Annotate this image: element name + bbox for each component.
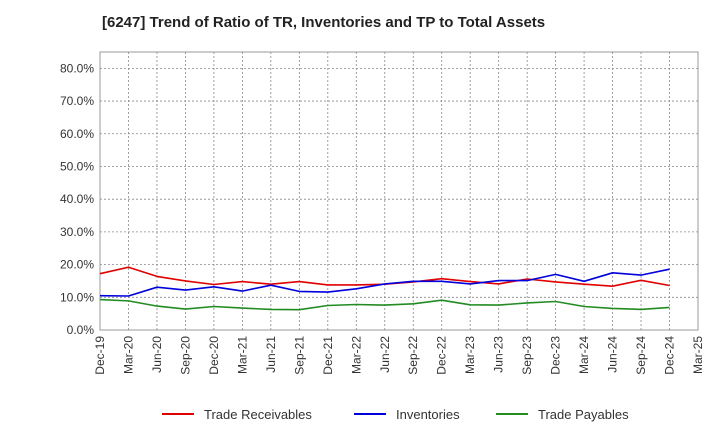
x-tick-label: Sep-20 — [178, 336, 192, 375]
x-tick-label: Dec-21 — [321, 336, 335, 375]
x-tick-label: Dec-22 — [435, 336, 449, 375]
y-tick-label: 80.0% — [60, 61, 94, 75]
series-line-trade-payables — [99, 298, 670, 311]
plot-area-frame — [99, 51, 699, 331]
x-tick-label: Mar-23 — [463, 336, 477, 374]
x-tick-label: Jun-20 — [150, 336, 164, 373]
x-tick-label: Mar-21 — [235, 336, 249, 374]
legend: Trade Receivables Inventories Trade Payabl… — [162, 407, 629, 422]
x-tick-label: Jun-21 — [264, 336, 278, 373]
legend-label-trade-receivables: Trade Receivables — [204, 407, 312, 422]
x-tick-label: Dec-23 — [549, 336, 563, 375]
x-tick-label: Mar-25 — [691, 336, 705, 374]
x-tick-label: Sep-24 — [634, 336, 648, 375]
x-tick-label: Mar-24 — [577, 336, 591, 374]
legend-label-inventories: Inventories — [396, 407, 460, 422]
x-tick-label: Sep-22 — [406, 336, 420, 375]
y-tick-label: 10.0% — [60, 290, 94, 304]
x-tick-label: Jun-23 — [492, 336, 506, 373]
x-tick-label: Mar-22 — [349, 336, 363, 374]
y-axis-ticks: 0.0% 10.0% 20.0% 30.0% 40.0% 50.0% 60.0% 70.0% 8… — [60, 61, 94, 337]
x-tick-label: Sep-21 — [292, 336, 306, 375]
x-tick-label: Sep-23 — [520, 336, 534, 375]
series-lines — [99, 266, 670, 311]
x-tick-label: Dec-24 — [663, 336, 677, 375]
chart-title: [6247] Trend of Ratio of TR, Inventories… — [102, 14, 546, 31]
y-tick-label: 0.0% — [67, 323, 95, 337]
y-tick-label: 20.0% — [60, 258, 94, 272]
y-tick-label: 50.0% — [60, 159, 94, 173]
x-tick-label: Dec-19 — [93, 336, 107, 375]
x-tick-label: Jun-24 — [606, 336, 620, 373]
y-tick-label: 60.0% — [60, 127, 94, 141]
x-tick-label: Dec-20 — [207, 336, 221, 375]
y-tick-label: 70.0% — [60, 94, 94, 108]
x-axis-ticks: Dec-19 Mar-20 Jun-20 Sep-20 Dec-20 Mar-21 Jun-… — [93, 336, 705, 375]
y-tick-label: 40.0% — [60, 192, 94, 206]
legend-label-trade-payables: Trade Payables — [538, 407, 629, 422]
x-tick-label: Mar-20 — [121, 336, 135, 374]
series-line-inventories — [99, 268, 670, 297]
y-tick-label: 30.0% — [60, 225, 94, 239]
x-tick-label: Jun-22 — [378, 336, 392, 373]
grid-lines — [100, 52, 698, 330]
